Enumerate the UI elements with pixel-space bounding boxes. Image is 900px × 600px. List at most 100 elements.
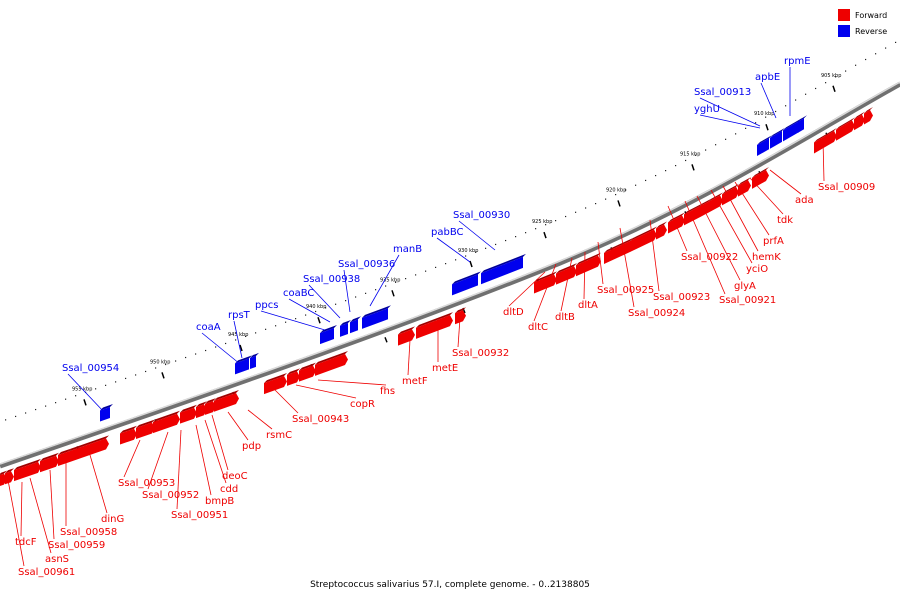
forward-gene-label: Ssal_00925 (597, 285, 654, 296)
gene-top-face (738, 177, 751, 186)
forward-gene-label: Ssal_00953 (118, 478, 175, 489)
reverse-gene-leader (436, 237, 471, 263)
scale-dot (155, 367, 157, 369)
gene-top-face (534, 271, 557, 283)
scale-dot (325, 307, 327, 309)
scale-dot (705, 149, 707, 151)
forward-gene-label: dltD (503, 307, 524, 318)
scale-dot (145, 370, 147, 373)
gene-top-face (630, 226, 657, 242)
scale-dot (35, 408, 37, 411)
forward-gene-label: Ssal_00951 (171, 510, 228, 521)
scale-dot (565, 215, 567, 218)
scale-dot (855, 64, 857, 66)
scale-dot (535, 228, 537, 230)
forward-gene-label: Ssal_00961 (18, 567, 75, 578)
scale-dot (745, 127, 747, 129)
forward-gene (668, 215, 685, 234)
forward-gene (752, 169, 769, 189)
kbp-tick-label: 930 kbp (458, 248, 478, 254)
gene-top-face (136, 419, 155, 429)
forward-gene-label: prfA (763, 236, 784, 247)
forward-gene-label: Ssal_00959 (48, 540, 105, 551)
kbp-tick-mark (691, 164, 695, 171)
scale-dot (495, 243, 497, 246)
reverse-gene-leader (308, 284, 341, 319)
reverse-gene-label: Ssal_00936 (338, 259, 395, 270)
scale-dot (735, 133, 737, 135)
scale-dot (455, 259, 457, 261)
reverse-gene-leader (699, 97, 761, 127)
forward-gene-label: hemK (752, 252, 781, 263)
kbp-tick-label: 950 kbp (150, 359, 170, 365)
genome-caption: Streptococcus salivarius 57.I, complete … (310, 580, 590, 590)
scale-dot (815, 87, 817, 90)
forward-gene (455, 310, 466, 325)
reverse-gene-label: Ssal_00913 (694, 87, 751, 98)
reverse-gene-leader (201, 332, 241, 365)
scale-dot (685, 159, 687, 162)
scale-dot (555, 220, 557, 222)
forward-gene-label: Ssal_00909 (818, 182, 875, 193)
forward-gene-label: metE (432, 363, 458, 374)
gene-top-face (668, 212, 685, 223)
forward-gene-leader (247, 409, 273, 430)
forward-gene-label: Ssal_00943 (292, 414, 349, 425)
forward-gene (854, 114, 865, 131)
scale-dot (755, 122, 757, 124)
forward-gene-label: Ssal_00921 (719, 295, 776, 306)
forward-gene (576, 255, 601, 277)
gene-top-face (684, 203, 703, 215)
forward-gene-leader (317, 379, 387, 386)
reverse-gene (798, 118, 804, 133)
gene-top-face (250, 352, 259, 359)
forward-gene-label: Ssal_00924 (628, 308, 685, 319)
kbp-tick-mark (765, 124, 769, 131)
scale-dot (795, 99, 797, 101)
scale-dot (395, 281, 397, 283)
forward-gene-label: tdcF (15, 537, 37, 548)
scale-dot (575, 211, 577, 213)
forward-gene (5, 471, 14, 485)
reverse-gene-leader (288, 298, 331, 323)
forward-gene-label: dltB (555, 312, 575, 323)
forward-gene (684, 206, 703, 226)
scale-dot (675, 164, 677, 167)
forward-gene (864, 110, 873, 125)
forward-gene-label: Ssal_00952 (142, 490, 199, 501)
scale-dot (245, 335, 247, 338)
scale-dot (765, 116, 767, 118)
reverse-gene-leader (760, 82, 777, 119)
kbp-tick-label: 935 kbp (380, 277, 400, 283)
forward-gene-label: deoC (222, 471, 248, 482)
scale-dot (625, 189, 627, 191)
forward-gene (708, 195, 723, 213)
gene-top-face (604, 238, 633, 253)
gene-top-face (214, 390, 239, 401)
forward-gene-leader (508, 271, 546, 307)
scale-dot (605, 198, 607, 200)
scale-dot (595, 203, 597, 205)
forward-gene (58, 451, 71, 467)
forward-gene (214, 393, 239, 412)
reverse-gene-leader (233, 320, 243, 359)
forward-gene-label: bmpB (205, 496, 234, 507)
kbp-tick-mark (543, 231, 547, 239)
forward-gene-label: dltC (528, 322, 548, 333)
gene-top-face (180, 404, 197, 413)
forward-gene (0, 473, 7, 487)
gene-top-face (416, 312, 453, 328)
forward-gene (315, 354, 348, 376)
kbp-tick-mark (83, 399, 87, 406)
kbp-tick-label: 940 kbp (306, 304, 326, 310)
scale-dot (845, 70, 847, 72)
forward-gene-leader (769, 169, 802, 195)
forward-gene-label: yciO (746, 264, 768, 275)
gene-top-face (58, 448, 71, 456)
scale-dot (175, 360, 177, 362)
forward-gene-leader (7, 479, 25, 567)
gene-top-face (68, 435, 109, 452)
kbp-tick-mark-lower (384, 337, 388, 343)
gene-top-face (783, 118, 802, 131)
legend-reverse-swatch (838, 25, 850, 37)
